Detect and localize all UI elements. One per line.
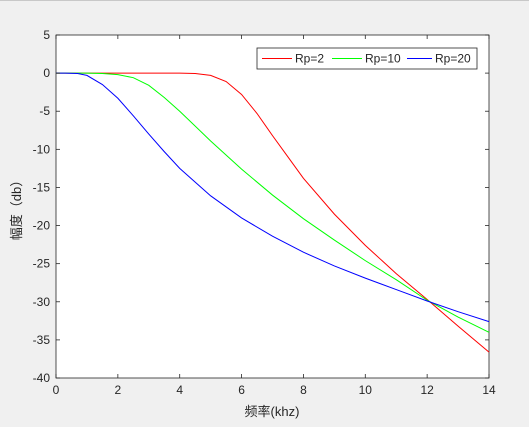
- axes-box: [55, 34, 490, 379]
- series-line-1: [56, 72, 490, 353]
- legend-item-2[interactable]: Rp=10: [332, 52, 401, 66]
- x-axis-label: 频率(khz): [245, 404, 300, 419]
- x-tick-label: 2: [115, 383, 122, 397]
- x-tick-label: 4: [176, 383, 183, 397]
- y-tick-label: -20: [33, 219, 51, 233]
- window-top-border: [0, 0, 529, 1]
- legend-label-1: Rp=2: [295, 52, 324, 66]
- y-tick-label: 5: [43, 28, 50, 42]
- series-layer: [56, 72, 490, 353]
- y-tick-label: -40: [33, 371, 51, 385]
- legend[interactable]: Rp=2 Rp=10 Rp=20: [256, 47, 478, 70]
- x-tick-label: 12: [420, 383, 434, 397]
- series-line-2: [56, 72, 490, 333]
- y-tick-label: 0: [43, 66, 50, 80]
- series-line-3: [56, 72, 490, 323]
- legend-item-1[interactable]: Rp=2: [262, 52, 324, 66]
- axes-layer: [55, 34, 490, 379]
- plot-area: [56, 35, 489, 378]
- legend-box: [256, 47, 478, 70]
- legend-item-3[interactable]: Rp=20: [407, 52, 471, 66]
- x-tick-label: 6: [238, 383, 245, 397]
- y-axis-label: 幅度（db）: [9, 174, 24, 240]
- y-tick-label: -15: [33, 180, 51, 194]
- y-tick-label: -5: [39, 104, 50, 118]
- x-tick-label: 8: [300, 383, 307, 397]
- y-tick-label: -10: [33, 142, 51, 156]
- x-tick-label: 14: [482, 383, 496, 397]
- x-tick-label: 0: [53, 383, 60, 397]
- ticks-layer: 0 2 4 6 8 10 12 14 5 0 -5 -10 -15 -20 -25 -30 -35 -40: [33, 28, 496, 397]
- y-tick-label: -30: [33, 295, 51, 309]
- y-tick-label: -25: [33, 257, 51, 271]
- x-tick-label: 10: [359, 383, 373, 397]
- legend-label-2: Rp=10: [365, 52, 401, 66]
- y-tick-label: -35: [33, 333, 51, 347]
- legend-label-3: Rp=20: [435, 52, 471, 66]
